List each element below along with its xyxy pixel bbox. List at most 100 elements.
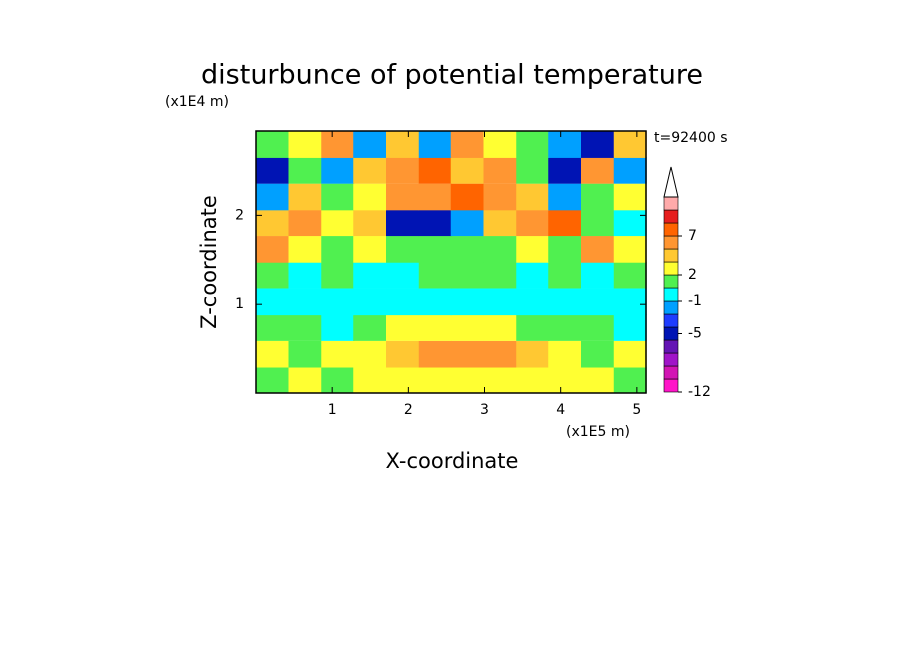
contour-cell [548,288,582,316]
contour-cell [613,261,647,289]
colorbar-box [663,365,679,380]
contour-cell [353,209,387,237]
contour-cell [386,156,419,184]
colorbar-box [663,339,679,354]
contour-cell [516,236,550,263]
contour-cell [483,131,517,158]
contour-cell [483,183,517,211]
contour-cell [613,340,647,368]
contour-cell [548,261,582,289]
x-tick-label: 5 [632,402,641,418]
contour-cell [386,288,419,316]
contour-cell [581,340,614,368]
contour-cell [418,131,452,158]
contour-cell [353,314,387,341]
contour-cell [288,340,322,368]
contour-cell [321,314,355,341]
contour-cell [418,209,452,237]
contour-cell [418,366,452,394]
contour-cell [581,366,614,394]
contour-cell [255,156,289,184]
contour-cell [613,288,647,316]
contour-cell [288,261,322,289]
contour-cell [353,183,387,211]
contour-cell [321,183,355,211]
contour-cell [288,314,322,341]
colorbar-label: -5 [688,326,702,342]
contour-cell [613,183,647,211]
contour-cell [581,314,614,341]
contour-cell [255,366,289,394]
contour-cell [386,366,419,394]
y-unit: (x1E4 m) [165,94,229,110]
contour-cell [581,131,614,158]
plot-frame [255,130,647,394]
colorbar-box [663,235,679,250]
contour-cell [255,183,289,211]
contour-cell [288,209,322,237]
contour-cell [613,236,647,263]
colorbar-label: 2 [688,267,697,283]
colorbar-box [663,196,679,211]
contour-cell [581,236,614,263]
contour-cell [353,261,387,289]
contour-cell [386,183,419,211]
contour-cell [548,209,582,237]
colorbar-box [663,222,679,237]
contour-cell [321,156,355,184]
contour-cell [548,183,582,211]
contour-cell [386,209,419,237]
contour-cell [353,236,387,263]
contour-cell [418,156,452,184]
contour-cell [386,131,419,158]
contour-cell [450,366,484,394]
contour-cell [418,183,452,211]
contour-cell [581,183,614,211]
contour-cell [613,314,647,341]
colorbar-extension [663,166,679,198]
contour-cell [613,209,647,237]
contour-cell [581,156,614,184]
contour-cell [548,340,582,368]
contour-cell [353,288,387,316]
x-unit: (x1E5 m) [566,424,630,440]
contour-cell [255,288,289,316]
contour-cell [483,288,517,316]
contour-cell [516,340,550,368]
contour-cell [450,183,484,211]
contour-cell [516,314,550,341]
colorbar-box [663,261,679,276]
contour-cell [516,131,550,158]
y-tick-label: 1 [235,296,244,312]
x-axis-label: X-coordinate [386,449,519,473]
contour-cell [288,156,322,184]
contour-cell [386,236,419,263]
contour-cell [450,209,484,237]
contour-cell [450,156,484,184]
contour-cell [418,340,452,368]
colorbar-box [663,313,679,328]
contour-cell [321,366,355,394]
contour-cell [321,209,355,237]
contour-cell [483,261,517,289]
contour-cell [516,288,550,316]
colorbar-box [663,378,679,393]
contour-cell [450,340,484,368]
contour-cell [255,340,289,368]
colorbar-box [663,274,679,289]
contour-cell [321,236,355,263]
contour-cell [450,236,484,263]
contour-cell [353,340,387,368]
contour-cell [548,366,582,394]
colorbar-box [663,209,679,224]
contour-cell [483,366,517,394]
colorbar-label: -12 [688,384,711,400]
contour-cell [255,236,289,263]
contour-cell [516,156,550,184]
contour-cell [483,340,517,368]
contour-cell [581,209,614,237]
contour-cell [353,131,387,158]
contour-cell [321,340,355,368]
contour-cell [255,261,289,289]
contour-cell [321,288,355,316]
